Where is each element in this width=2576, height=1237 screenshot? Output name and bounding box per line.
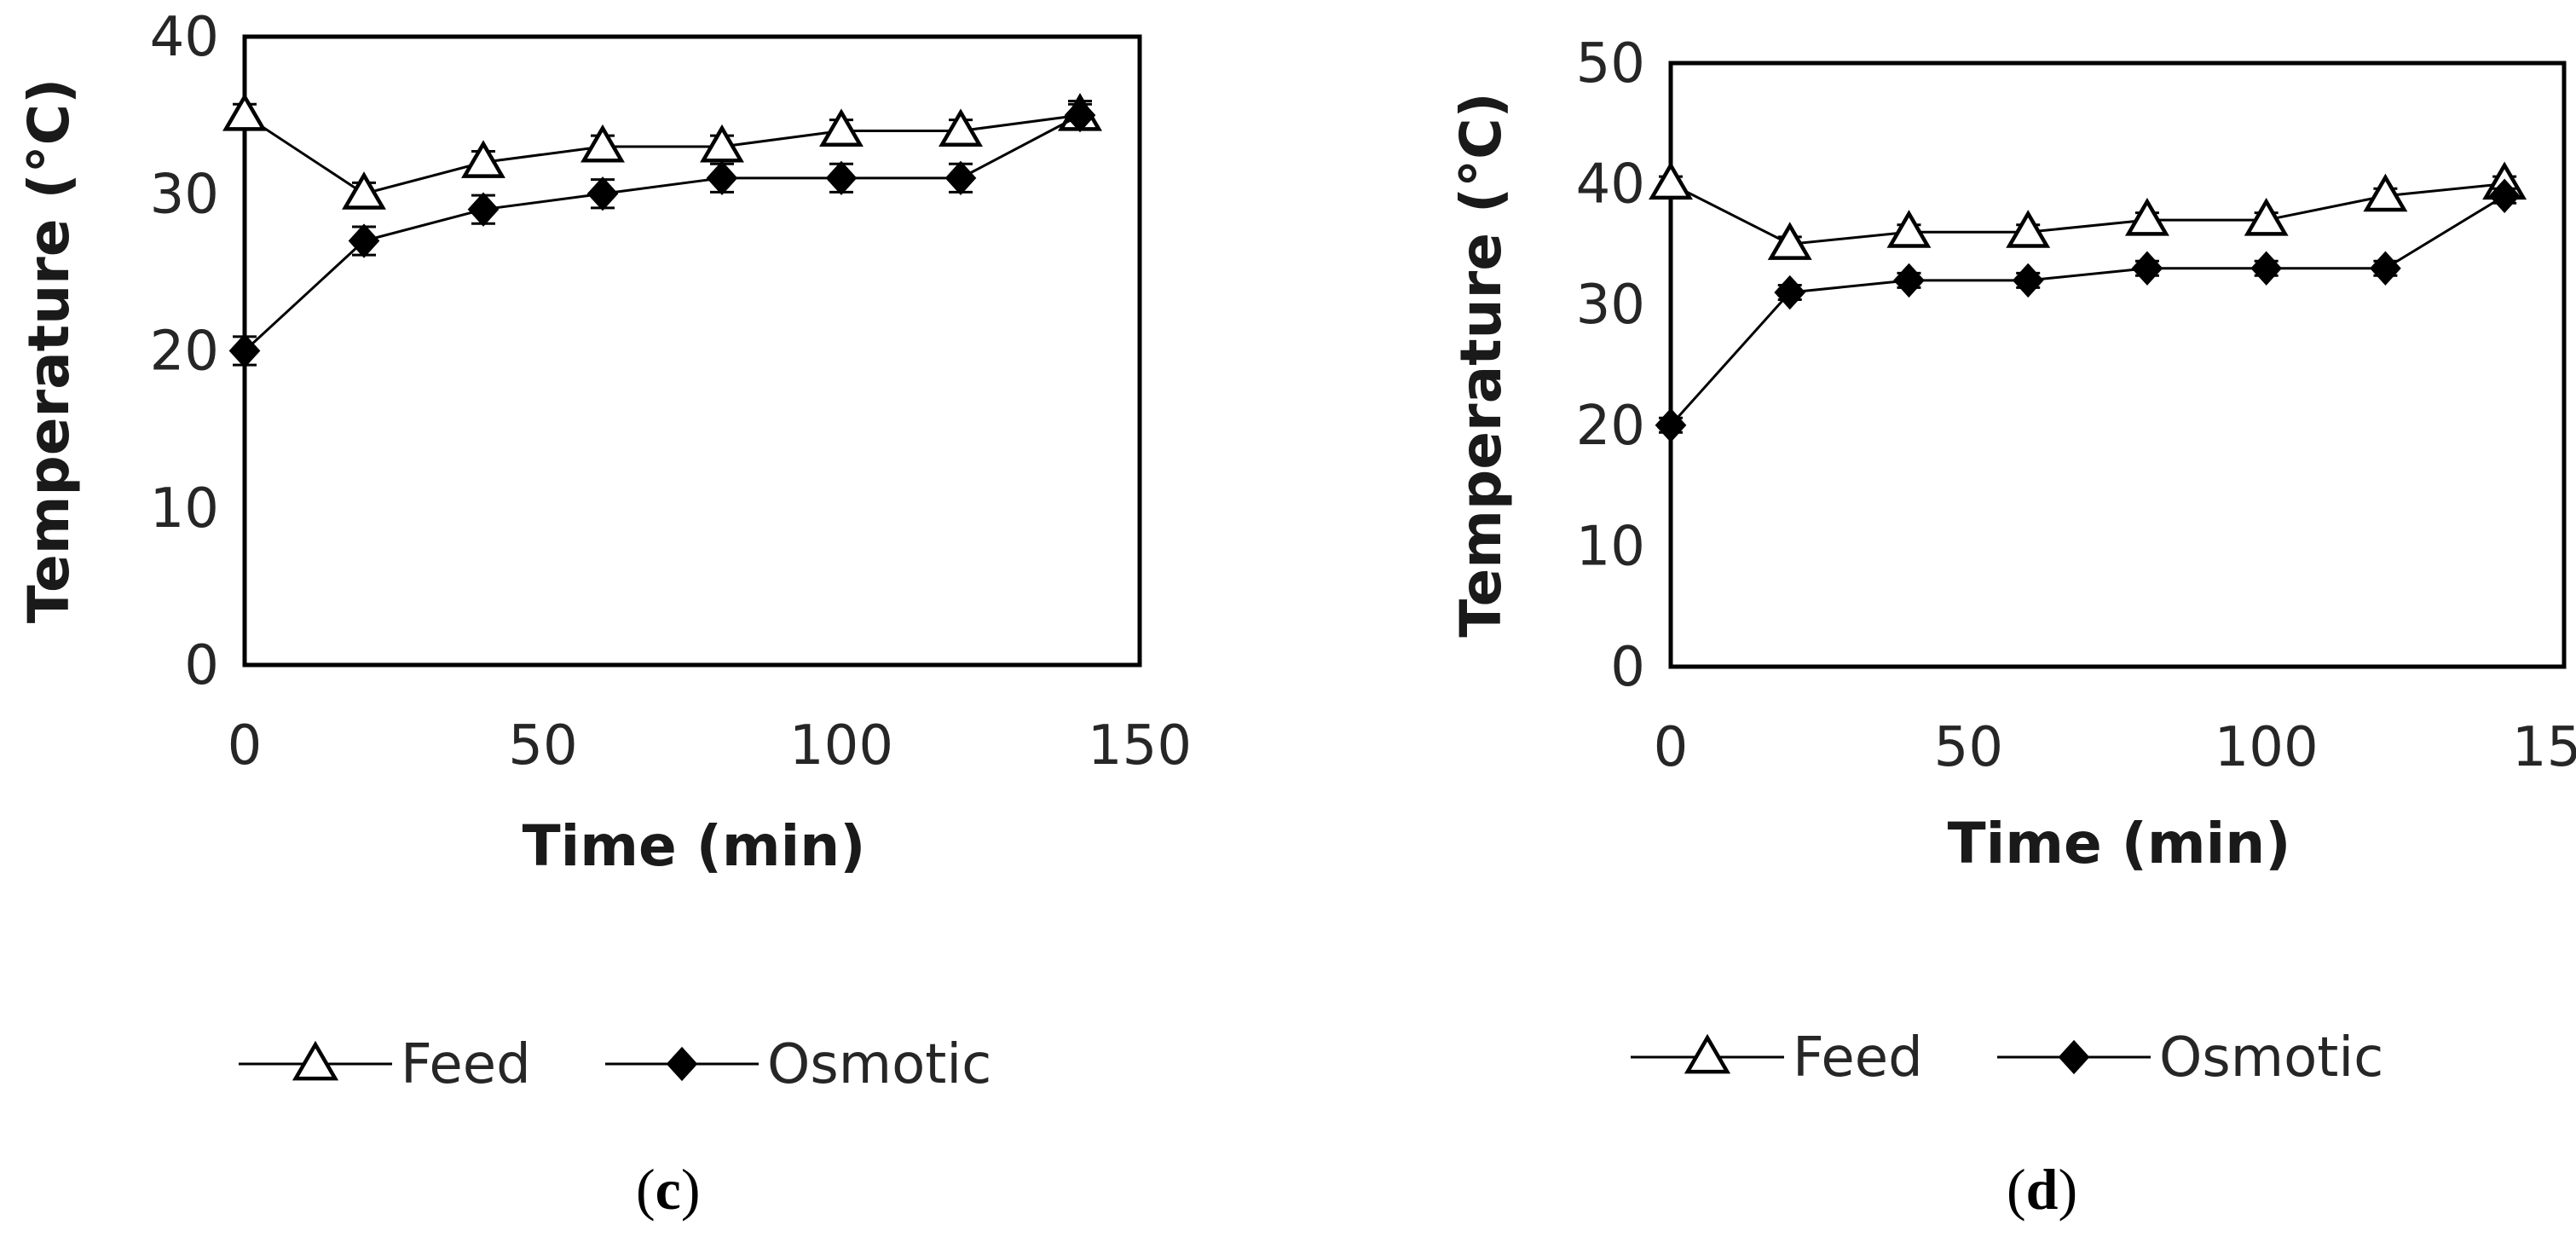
osmotic-marker [1893, 263, 1925, 298]
y-tick-label: 10 [150, 477, 219, 540]
feed-marker [1684, 1033, 1731, 1074]
y-axis-title: Temperature (°C) [16, 78, 82, 623]
legend-item-osmotic: Osmotic [1997, 1026, 2383, 1090]
osmotic-marker [2012, 263, 2044, 298]
y-tick-label: 50 [1576, 32, 1645, 95]
legend-label: Osmotic [2159, 1026, 2383, 1090]
y-tick-label: 40 [150, 6, 219, 69]
x-tick-label: 150 [2512, 716, 2576, 779]
feed-marker [1767, 222, 1812, 260]
series-line [1670, 182, 2505, 246]
osmotic-marker [706, 160, 738, 196]
y-tick-label: 0 [184, 634, 219, 697]
chart-panel-d: 0 10 20 30 40 50 0 50 100 150 Time (min) Temperatur… [1448, 32, 2576, 1222]
x-axis-title: Time (min) [523, 813, 866, 879]
feed-marker [2244, 197, 2289, 236]
series-feed [1649, 161, 2527, 260]
y-tick-label: 0 [1610, 636, 1645, 699]
legend-item-feed: Feed [239, 1033, 531, 1096]
y-tick-label: 20 [150, 321, 219, 384]
legend-item-osmotic: Osmotic [605, 1033, 991, 1096]
osmotic-marker [586, 176, 619, 211]
y-axis-title: Temperature (°C) [1448, 92, 1514, 637]
y-tick-label: 30 [1576, 274, 1645, 337]
osmotic-marker [2058, 1039, 2090, 1075]
y-tick-label: 30 [150, 163, 219, 226]
feed-marker [1886, 210, 1932, 248]
series-line [244, 113, 1081, 195]
feed-marker [342, 171, 386, 210]
chart-panel-c: 0 10 20 30 40 0 50 100 150 Time (min) Temperature … [16, 6, 1192, 1222]
osmotic-marker [348, 223, 380, 258]
series-osmotic [228, 97, 1096, 368]
osmotic-marker [1774, 275, 1806, 310]
x-tick-label: 0 [1654, 716, 1689, 779]
x-tick-label: 100 [789, 714, 893, 777]
feed-marker [2363, 173, 2408, 212]
legend-label: Feed [1793, 1026, 1923, 1090]
osmotic-marker [2131, 251, 2163, 286]
series-osmotic [1655, 178, 2521, 442]
feed-marker [292, 1040, 339, 1081]
series-line [1669, 194, 2505, 426]
osmotic-marker [1064, 97, 1096, 133]
x-tick-label: 50 [508, 714, 577, 777]
osmotic-marker [944, 160, 977, 196]
series-line [243, 113, 1081, 352]
osmotic-marker [228, 333, 261, 368]
feed-marker [2006, 210, 2051, 248]
feed-marker [461, 140, 505, 178]
y-tick-label: 20 [1576, 395, 1645, 458]
feed-marker [1649, 161, 1693, 200]
x-axis-title: Time (min) [1948, 811, 2291, 876]
osmotic-marker [1655, 408, 1687, 442]
plot-area-frame [242, 34, 1142, 668]
y-tick-label: 10 [1576, 515, 1645, 578]
osmotic-marker [467, 192, 500, 227]
osmotic-marker [2250, 251, 2283, 286]
osmotic-marker [2488, 178, 2521, 213]
feed-marker [580, 124, 625, 163]
feed-marker [819, 108, 863, 147]
feed-marker [939, 108, 983, 147]
feed-marker [700, 124, 744, 163]
legend-item-feed: Feed [1631, 1026, 1923, 1090]
osmotic-marker [825, 160, 858, 196]
plot-area-frame [1668, 61, 2567, 669]
legend-label: Feed [401, 1033, 531, 1096]
feed-marker [222, 92, 267, 131]
y-tick-label: 40 [1576, 153, 1645, 217]
legend-label: Osmotic [767, 1033, 991, 1096]
legend: Feed Osmotic [239, 1033, 991, 1096]
x-tick-label: 50 [1934, 716, 2003, 779]
panel-label: (c) [636, 1157, 701, 1222]
osmotic-marker [2370, 251, 2401, 286]
feed-marker [2124, 197, 2169, 236]
x-tick-label: 100 [2215, 716, 2319, 779]
x-tick-label: 150 [1088, 714, 1192, 777]
osmotic-marker [666, 1046, 698, 1082]
panel-label: (d) [2007, 1157, 2077, 1222]
legend: Feed Osmotic [1631, 1026, 2383, 1090]
x-tick-label: 0 [228, 714, 263, 777]
